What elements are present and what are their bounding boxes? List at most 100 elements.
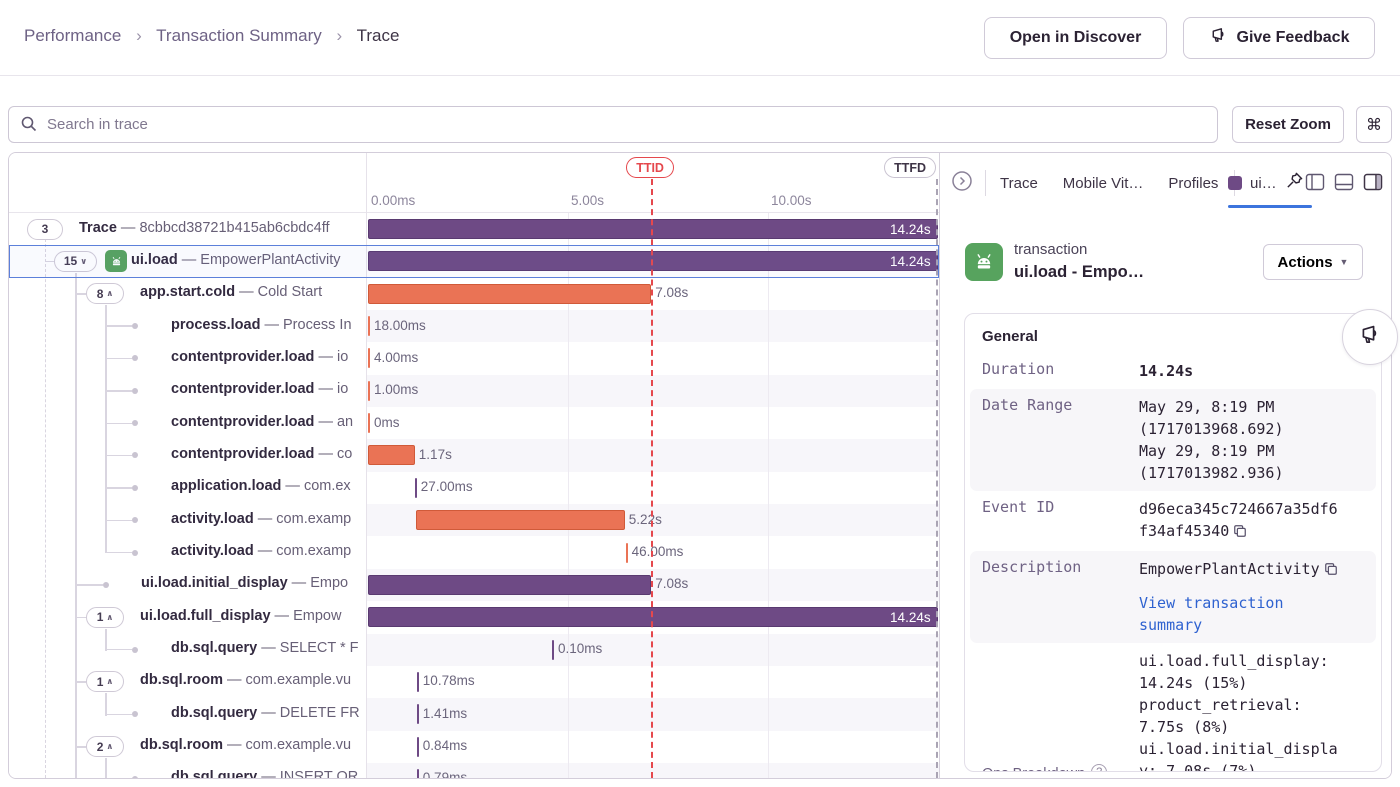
span-bar[interactable] [416, 671, 419, 692]
general-title: General [982, 328, 1038, 345]
span-tree-row[interactable]: process.load — Process In [9, 310, 366, 342]
tree-connector-line [105, 487, 132, 489]
waterfall-row[interactable]: 46.00ms [367, 537, 939, 569]
span-children-count-toggle[interactable]: 1 ∧ [86, 606, 124, 628]
span-children-count-toggle[interactable]: 2 ∧ [86, 736, 124, 758]
search-icon [20, 115, 38, 138]
waterfall-row[interactable]: 0ms [367, 407, 939, 439]
span-duration-label: 10.78ms [422, 673, 475, 689]
span-tree-row[interactable]: 3 Trace — 8cbbcd38721b415ab6cbdc4ff [9, 213, 366, 245]
span-children-count-toggle[interactable]: 1 ∧ [86, 671, 124, 693]
reset-zoom-button[interactable]: Reset Zoom [1232, 106, 1344, 143]
tab-trace[interactable]: Trace [1000, 174, 1038, 192]
trace-view-container: 3 Trace — 8cbbcd38721b415ab6cbdc4ff 15 ∨ ui.… [8, 152, 1392, 779]
pin-icon[interactable] [1285, 171, 1304, 195]
span-bar[interactable] [368, 574, 652, 595]
waterfall-row[interactable]: 27.00ms [367, 472, 939, 504]
tree-connector-line [105, 325, 132, 327]
span-leaf-dot [132, 646, 138, 653]
span-leaf-dot [132, 775, 138, 778]
waterfall-row[interactable]: 7.08s [367, 278, 939, 310]
span-tree-row[interactable]: ui.load.initial_display — Empo [9, 569, 366, 601]
span-bar[interactable] [416, 768, 419, 778]
transaction-name: ui.load - Empo… [1014, 263, 1145, 281]
view-transaction-summary-link[interactable]: View transaction summary [1139, 594, 1284, 634]
span-bar[interactable] [368, 348, 370, 369]
span-name: db.sql.room — com.example.vu [140, 737, 352, 754]
span-tree-row[interactable]: activity.load — com.examp [9, 537, 366, 569]
span-children-count-toggle[interactable]: 8 ∧ [86, 283, 124, 305]
span-name: ui.load — EmpowerPlantActivity [131, 251, 341, 268]
general-row-ops-breakdown: Ops Breakdown? ui.load.full_display: 14.2… [965, 643, 1381, 771]
breadcrumb-performance[interactable]: Performance [24, 26, 122, 45]
search-input[interactable] [8, 106, 1218, 143]
span-tree-row[interactable]: db.sql.query — INSERT OR [9, 763, 366, 778]
copy-icon[interactable] [1233, 522, 1247, 544]
waterfall-row[interactable]: 0.84ms [367, 731, 939, 763]
give-feedback-button[interactable]: Give Feedback [1183, 17, 1375, 59]
actions-button[interactable]: Actions ▼ [1263, 244, 1363, 280]
breadcrumb-transaction-summary[interactable]: Transaction Summary [156, 26, 322, 45]
span-bar[interactable] [368, 445, 415, 466]
collapse-drawer-icon[interactable] [951, 170, 973, 197]
span-tree-row[interactable]: 15 ∨ ui.load — EmpowerPlantActivity [9, 245, 366, 277]
ttid-marker-line [651, 179, 654, 778]
span-bar[interactable] [416, 510, 625, 531]
floating-feedback-button[interactable] [1342, 309, 1398, 365]
shortcut-command-button[interactable]: ⌘ [1356, 106, 1392, 143]
gridline [768, 213, 769, 778]
tab-active-span[interactable]: ui… [1228, 153, 1304, 213]
span-bar[interactable] [368, 316, 370, 337]
span-duration-label: 0.10ms [558, 641, 603, 657]
span-tree-row[interactable]: db.sql.query — DELETE FR [9, 698, 366, 730]
span-bar[interactable] [552, 639, 554, 660]
span-children-count-toggle[interactable]: 15 ∨ [54, 250, 97, 272]
general-row-description: Description EmpowerPlantActivity View tran… [970, 551, 1376, 643]
dock-bottom-icon[interactable] [1334, 173, 1354, 196]
transaction-type-label: transaction [1014, 241, 1088, 258]
chevron-up-icon: ∧ [106, 611, 114, 622]
span-tree-row[interactable]: activity.load — com.examp [9, 504, 366, 536]
tree-connector-line [105, 551, 132, 554]
span-tree-row[interactable]: contentprovider.load — co [9, 439, 366, 471]
ttid-badge[interactable]: TTID [626, 157, 674, 178]
span-bar[interactable] [368, 380, 370, 401]
dock-right-icon[interactable] [1363, 173, 1383, 196]
span-tree-row[interactable]: 2 ∧ db.sql.room — com.example.vu [9, 731, 366, 763]
span-bar[interactable] [416, 736, 419, 757]
tree-connector-line [105, 519, 132, 522]
ttfd-marker-line [936, 179, 938, 778]
span-children-count-toggle[interactable]: 3 [27, 218, 63, 240]
span-tree-row[interactable]: 8 ∧ app.start.cold — Cold Start [9, 278, 366, 310]
span-duration-label: 46.00ms [631, 544, 684, 559]
detail-value: May 29, 8:19 PM (1717013968.692) May 29, 8… [1139, 398, 1284, 482]
copy-icon[interactable] [1324, 560, 1338, 582]
help-icon[interactable]: ? [1091, 764, 1108, 771]
span-bar[interactable] [368, 413, 370, 434]
span-duration-label: 27.00ms [420, 479, 473, 495]
span-bar[interactable] [416, 704, 419, 725]
span-tree-row[interactable]: contentprovider.load — io [9, 375, 366, 407]
tab-profiles[interactable]: Profiles [1168, 174, 1219, 192]
span-bar[interactable] [414, 477, 417, 498]
tab-mobile-vitals[interactable]: Mobile Vit… [1062, 174, 1144, 192]
span-duration-label: 1.41ms [422, 705, 468, 721]
span-duration-label: 14.24s [890, 221, 931, 237]
span-tree-row[interactable]: application.load — com.ex [9, 472, 366, 504]
open-in-discover-button[interactable]: Open in Discover [984, 17, 1167, 59]
span-tree-row[interactable]: contentprovider.load — io [9, 342, 366, 374]
ttfd-badge[interactable]: TTFD [884, 157, 936, 178]
waterfall-row[interactable]: 10.78ms [367, 666, 939, 698]
span-tree-row[interactable]: contentprovider.load — an [9, 407, 366, 439]
active-tab-underline [1228, 205, 1312, 208]
span-bar[interactable] [368, 283, 652, 304]
dock-left-icon[interactable] [1305, 173, 1325, 196]
span-tree-row[interactable]: 1 ∧ ui.load.full_display — Empow [9, 601, 366, 633]
span-tree-row[interactable]: 1 ∧ db.sql.room — com.example.vu [9, 666, 366, 698]
tree-connector-line [105, 629, 107, 651]
span-name: ui.load.full_display — Empow [140, 607, 342, 624]
waterfall-row[interactable]: 4.00ms [367, 342, 939, 374]
span-tree-row[interactable]: db.sql.query — SELECT * F [9, 634, 366, 666]
span-bar[interactable] [625, 542, 628, 563]
